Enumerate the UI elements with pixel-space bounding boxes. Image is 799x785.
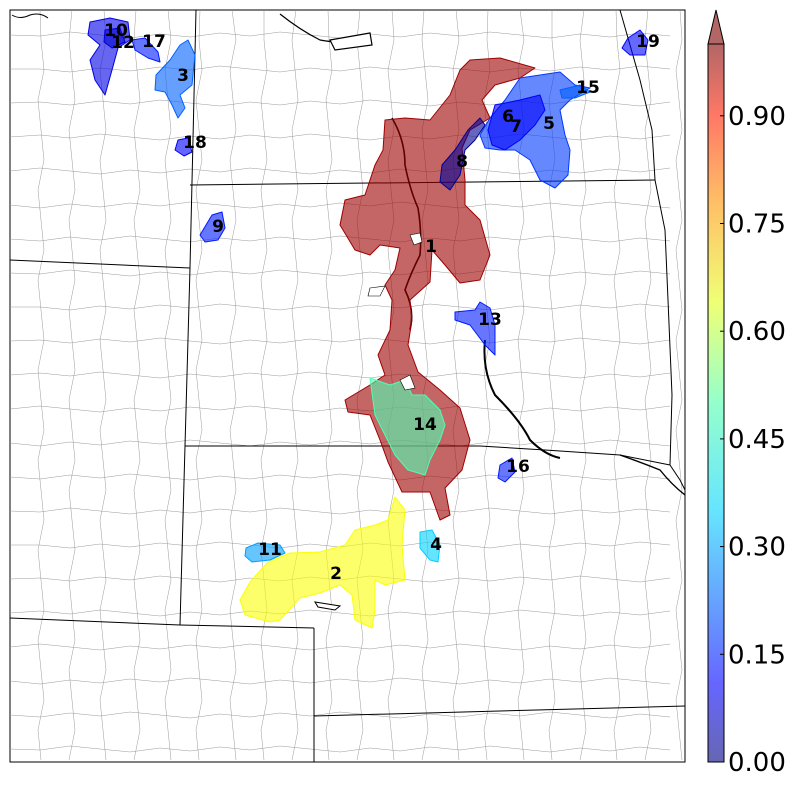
colorbar-tick-label: 0.60 (728, 317, 786, 347)
colorbar-outline (707, 43, 725, 763)
region-labels: 1 2 3 4 5 6 7 8 9 10 11 12 13 14 15 16 1… (104, 21, 660, 584)
region-label-3: 3 (177, 66, 189, 86)
region-label-11: 11 (258, 540, 282, 560)
region-2-polygon (239, 496, 406, 629)
colorbar-ticks: 0.00 0.15 0.30 0.45 0.60 0.75 0.90 (720, 102, 786, 778)
region-3-polygon (154, 39, 196, 119)
region-11-polygon (244, 542, 286, 563)
region-holes (367, 232, 423, 391)
region-label-2: 2 (330, 564, 342, 584)
region-label-6: 6 (502, 107, 514, 127)
region-label-9: 9 (212, 217, 224, 237)
colorbar-tick-label: 0.00 (728, 748, 786, 778)
colorbar: 0.00 0.15 0.30 0.45 0.60 0.75 0.90 (707, 9, 786, 778)
colorbar-tick-label: 0.75 (728, 210, 786, 240)
region-label-17: 17 (142, 32, 166, 52)
region-8-polygon (439, 117, 486, 191)
colorbar-tick-label: 0.30 (728, 533, 786, 563)
region-17-polygon (131, 37, 161, 63)
state-boundaries (10, 10, 685, 762)
region-label-4: 4 (430, 535, 442, 555)
region-16-polygon (497, 457, 516, 483)
region-label-1: 1 (425, 237, 437, 257)
colorbar-tick-label: 0.15 (728, 640, 786, 670)
region-label-13: 13 (478, 310, 502, 330)
region-label-14: 14 (413, 415, 437, 435)
region-label-8: 8 (456, 152, 468, 172)
region-label-19: 19 (636, 32, 660, 52)
colorbar-tick-label: 0.45 (728, 425, 786, 455)
region-12-polygon (103, 27, 126, 49)
map-panel (9, 9, 686, 763)
region-4-polygon (419, 529, 441, 563)
probability-regions (87, 17, 649, 629)
region-label-18: 18 (183, 133, 207, 153)
region-label-15: 15 (576, 78, 600, 98)
region-15-polygon (559, 84, 591, 99)
colorbar-extend-arrow (707, 9, 725, 45)
region-6-polygon (487, 94, 546, 151)
region-5-polygon (479, 71, 591, 189)
region-18-polygon (174, 137, 193, 157)
region-label-12: 12 (111, 33, 135, 53)
region-9-polygon (199, 211, 226, 243)
region-label-5: 5 (543, 114, 555, 134)
region-13-polygon (454, 301, 496, 356)
region-19-polygon (621, 29, 649, 56)
region-label-7: 7 (510, 117, 522, 137)
region-label-16: 16 (506, 457, 530, 477)
colorbar-tick-label: 0.90 (728, 102, 786, 132)
region-label-10: 10 (104, 21, 128, 41)
